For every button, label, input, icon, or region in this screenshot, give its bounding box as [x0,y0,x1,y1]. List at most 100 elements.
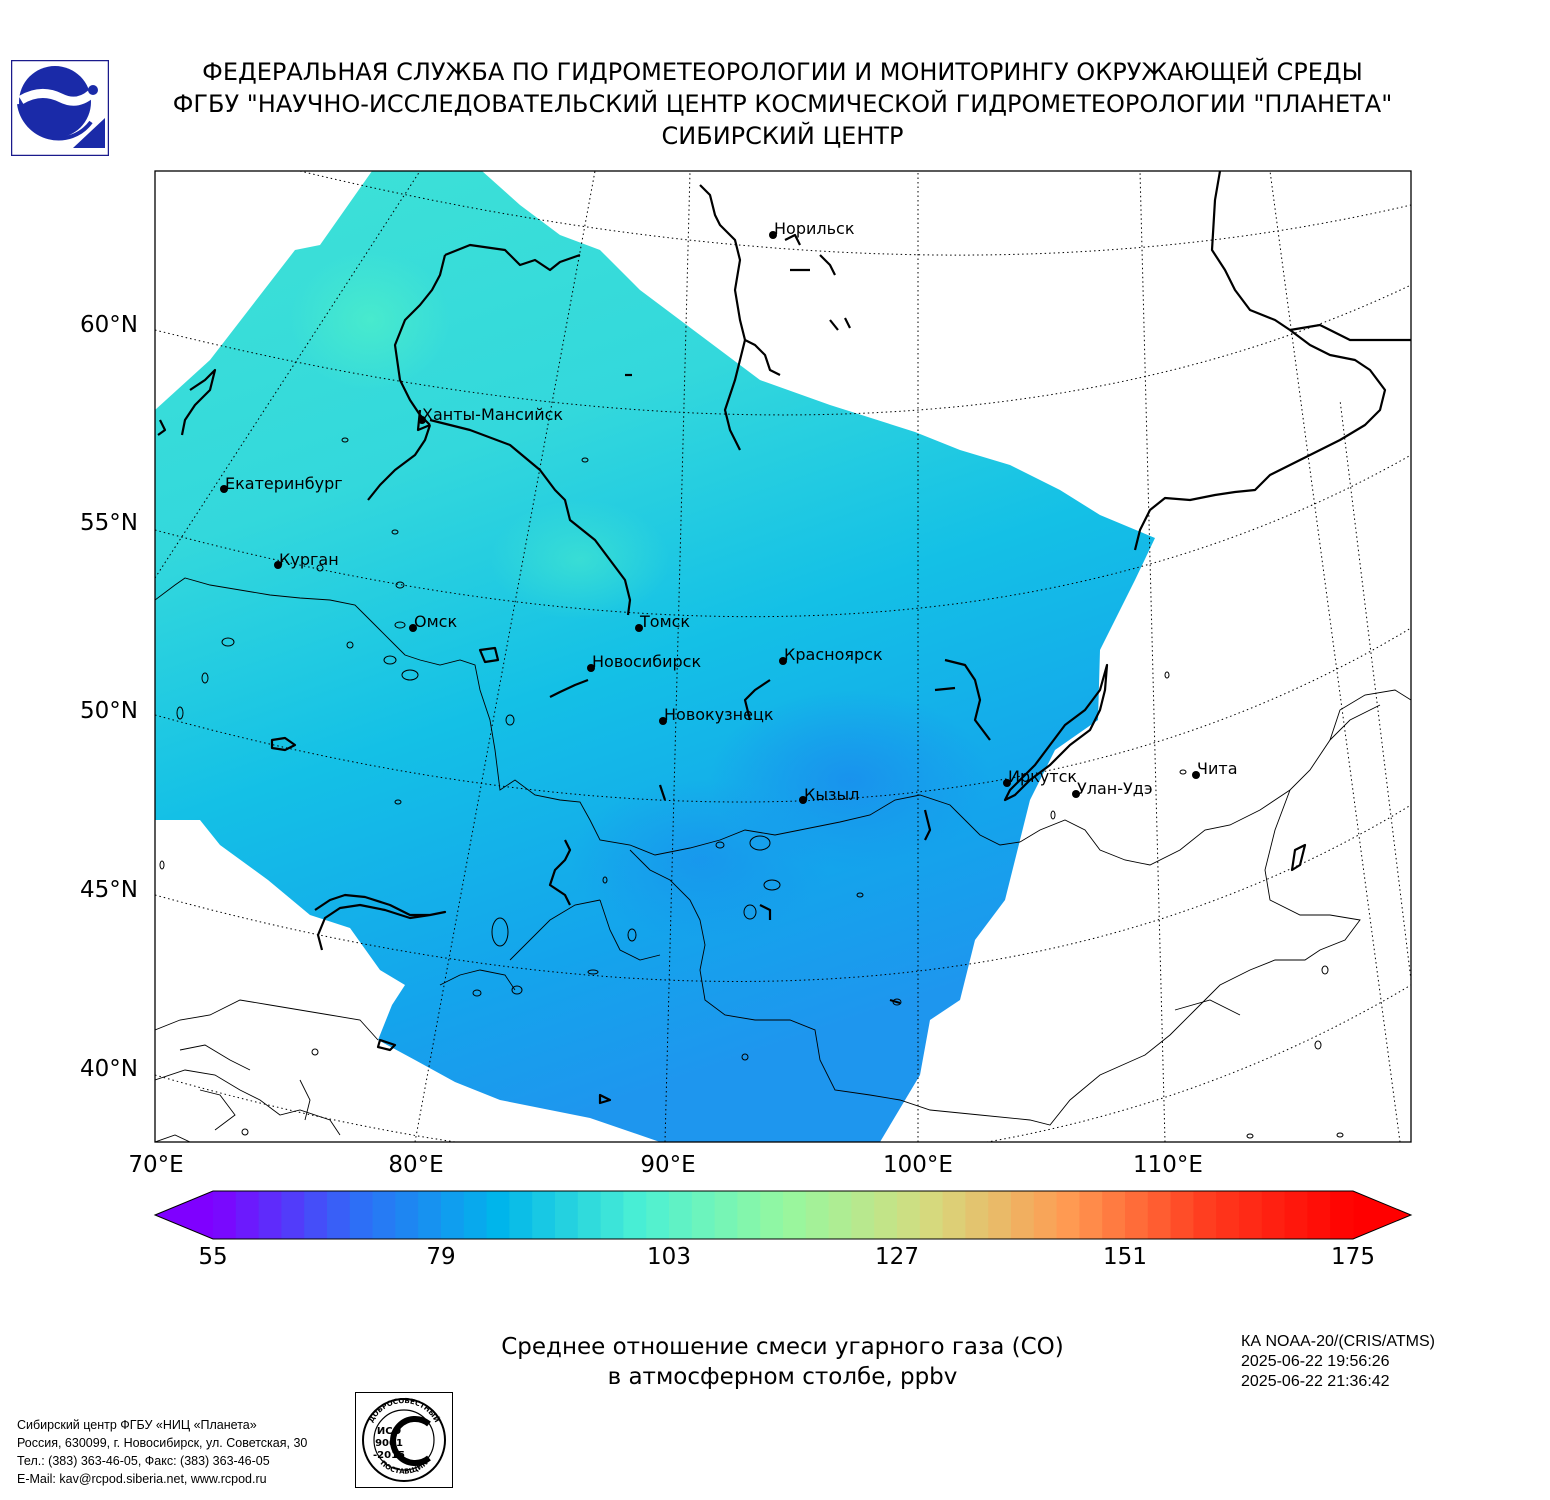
colorbar-step [851,1191,875,1239]
colorbar-step [1193,1191,1217,1239]
colorbar-tick-151: 151 [1103,1244,1147,1270]
lon-label-100: 100°E [883,1152,953,1178]
colorbar-step [577,1191,602,1239]
svg-text:Ханты-Мансийск: Ханты-Мансийск [422,405,563,424]
colorbar-tick-103: 103 [647,1244,691,1270]
colorbar-step [1216,1191,1240,1239]
colorbar-tick-127: 127 [875,1244,919,1270]
footer-line-1: Сибирский центр ФГБУ «НИЦ «Планета» [17,1418,257,1432]
colorbar-step [418,1191,442,1239]
colorbar-step [327,1191,351,1239]
colorbar-step [805,1191,830,1239]
svg-text:Новокузнецк: Новокузнецк [664,705,774,724]
colorbar-step [942,1191,966,1239]
colorbar-step [509,1191,533,1239]
svg-text:9001: 9001 [375,1438,403,1449]
svg-text:Курган: Курган [279,550,339,569]
city-novokuznetsk: Новокузнецк [659,705,774,725]
colorbar-tick-79: 79 [426,1244,456,1270]
satellite-name: КА NOAA-20/(CRIS/ATMS) [1241,1333,1435,1350]
lat-label-55: 55°N [80,510,138,536]
colorbar-step [1307,1191,1331,1239]
colorbar-step [1033,1191,1058,1239]
city-yekaterinburg: Екатеринбург [220,474,343,493]
svg-text:Екатеринбург: Екатеринбург [225,474,343,493]
header: ФЕДЕРАЛЬНАЯ СЛУЖБА ПО ГИДРОМЕТЕОРОЛОГИИ … [120,56,1445,152]
lon-label-90: 90°E [640,1152,696,1178]
footer-line-3: Тел.: (383) 363-46-05, Факс: (383) 363-4… [17,1454,270,1468]
colorbar-step [1011,1191,1035,1239]
lat-label-40: 40°N [80,1056,138,1082]
colorbar-step [874,1191,898,1239]
city-khanty-mansiysk: Ханты-Мансийск [418,405,563,424]
city-markers: Норильск Ханты-Мансийск Екатеринбург Кур… [220,219,1238,804]
svg-text:Иркутск: Иркутск [1008,767,1077,786]
colorbar-step [1170,1191,1194,1239]
colorbar-step [486,1191,510,1239]
colorbar-step [783,1191,807,1239]
lat-label-60: 60°N [80,312,138,338]
colorbar-step [281,1191,305,1239]
caption-line-1: Среднее отношение смеси угарного газа (C… [501,1334,1064,1360]
lat-label-45: 45°N [80,877,138,903]
colorbar-step [1102,1191,1126,1239]
svg-text:Улан-Удэ: Улан-Удэ [1077,779,1153,798]
co-data-swath [155,171,1155,1142]
colorbar-step [828,1191,852,1239]
svg-text:-2015: -2015 [373,1450,405,1461]
satellite-info: КА NOAA-20/(CRIS/ATMS) 2025-06-22 19:56:… [1241,1332,1435,1392]
city-ulan-ude: Улан-Удэ [1072,779,1153,798]
footer-line-2: Россия, 630099, г. Новосибирск, ул. Сове… [17,1436,308,1450]
colorbar-step [760,1191,784,1239]
svg-text:Кызыл: Кызыл [804,785,859,804]
iso-9001-stamp: ДОБРОСОВЕСТНЫЙ ПОСТАВЩИК ИСО 9001 -2015 [355,1392,453,1488]
colorbar-step [1284,1191,1308,1239]
colorbar-step [1239,1191,1263,1239]
colorbar-step [1330,1191,1354,1239]
header-line-1: ФЕДЕРАЛЬНАЯ СЛУЖБА ПО ГИДРОМЕТЕОРОЛОГИИ … [202,58,1363,86]
colorbar-step [623,1191,647,1239]
colorbar-step [897,1191,921,1239]
header-line-2: ФГБУ "НАУЧНО-ИССЛЕДОВАТЕЛЬСКИЙ ЦЕНТР КОС… [172,90,1393,118]
colorbar-step [600,1191,624,1239]
lon-label-80: 80°E [388,1152,444,1178]
city-novosibirsk: Новосибирск [587,652,701,672]
satellite-time-end: 2025-06-22 21:36:42 [1241,1373,1390,1390]
svg-text:Красноярск: Красноярск [784,645,883,664]
colorbar-min-extend [155,1191,213,1239]
colorbar-step [1261,1191,1286,1239]
colorbar-step [441,1191,465,1239]
lat-label-50: 50°N [80,698,138,724]
colorbar-step [463,1191,488,1239]
colorbar-step [395,1191,419,1239]
svg-text:ИСО: ИСО [377,1426,401,1437]
colorbar-max-extend [1353,1191,1411,1239]
svg-text:Омск: Омск [414,612,457,631]
colorbar-step [646,1191,670,1239]
svg-text:Норильск: Норильск [774,219,855,238]
colorbar-step [988,1191,1012,1239]
header-line-3: СИБИРСКИЙ ЦЕНТР [661,122,904,150]
lon-label-110: 110°E [1133,1152,1203,1178]
colorbar-step [258,1191,282,1239]
city-omsk: Омск [409,612,457,632]
colorbar-step [1079,1191,1103,1239]
colorbar-step [919,1191,944,1239]
city-norilsk: Норильск [769,219,855,239]
city-krasnoyarsk: Красноярск [779,645,883,665]
svg-text:Чита: Чита [1197,759,1238,778]
colorbar-step [213,1191,237,1239]
colorbar-tick-55: 55 [198,1244,228,1270]
lon-label-70: 70°E [128,1152,184,1178]
city-irkutsk: Иркутск [1003,767,1077,787]
svg-text:Новосибирск: Новосибирск [592,652,701,671]
colorbar-step [965,1191,989,1239]
satellite-time-start: 2025-06-22 19:56:26 [1241,1353,1390,1370]
colorbar-step [532,1191,556,1239]
colorbar-step [714,1191,738,1239]
footer-contacts: Сибирский центр ФГБУ «НИЦ «Планета» Росс… [17,1416,307,1488]
colorbar-step [235,1191,260,1239]
colorbar-tick-175: 175 [1331,1244,1375,1270]
caption-line-2: в атмосферном столбе, ppbv [607,1364,958,1390]
